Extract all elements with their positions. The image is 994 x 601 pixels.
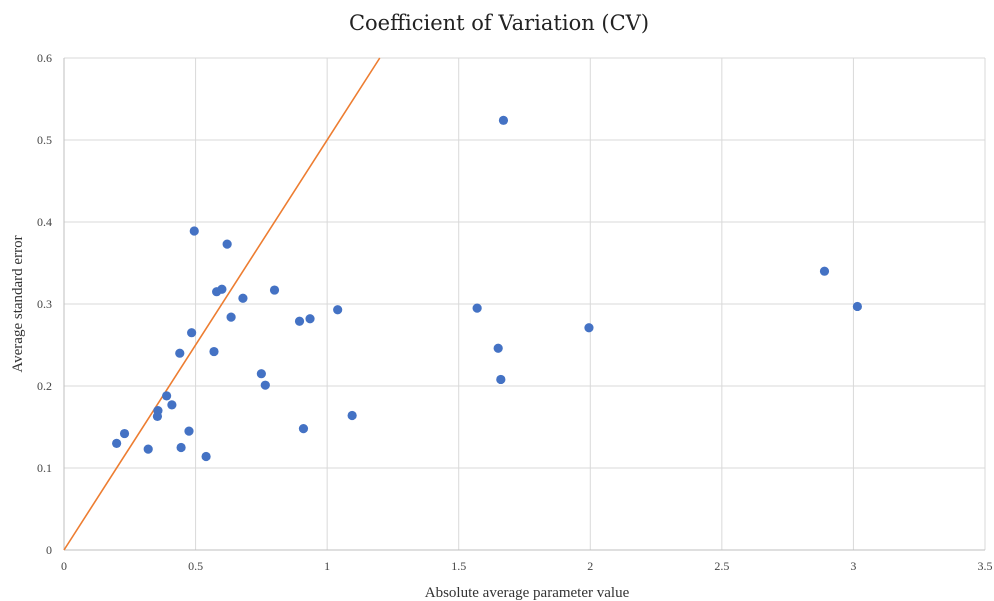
scatter-point xyxy=(256,369,266,379)
y-tick-label: 0.1 xyxy=(37,461,52,475)
scatter-point xyxy=(472,303,482,313)
scatter-point xyxy=(167,400,177,410)
scatter-point xyxy=(187,328,197,338)
scatter-point xyxy=(201,451,211,462)
y-tick-label: 0.4 xyxy=(37,215,52,229)
scatter-point xyxy=(119,428,130,439)
x-tick-label: 1.5 xyxy=(451,559,466,573)
y-tick-label: 0 xyxy=(46,543,52,557)
scatter-point xyxy=(493,343,503,353)
x-axis-ticks: 0 0.5 1 1.5 2 2.5 3 3.5 xyxy=(61,559,993,573)
x-tick-label: 0.5 xyxy=(188,559,203,573)
scatter-point xyxy=(189,226,199,236)
scatter-point xyxy=(819,266,830,276)
x-tick-label: 0 xyxy=(61,559,67,573)
scatter-point xyxy=(260,380,270,390)
reference-line xyxy=(63,57,381,551)
reference-line-layer xyxy=(63,57,381,551)
scatter-point xyxy=(305,314,315,324)
scatter-point xyxy=(209,346,219,357)
scatter-point xyxy=(112,438,122,448)
y-tick-label: 0.3 xyxy=(37,297,52,311)
axes xyxy=(63,58,985,551)
y-axis-ticks: 0 0.1 0.2 0.3 0.4 0.5 0.6 xyxy=(37,51,52,557)
y-tick-label: 0.6 xyxy=(37,51,52,65)
scatter-point xyxy=(143,444,153,454)
scatter-point xyxy=(184,426,194,436)
scatter-point xyxy=(584,323,594,333)
scatter-point xyxy=(162,391,172,401)
scatter-point xyxy=(176,442,186,453)
x-tick-label: 2 xyxy=(587,559,593,573)
scatter-point xyxy=(347,410,357,421)
x-tick-label: 1 xyxy=(324,559,330,573)
scatter-point xyxy=(852,301,862,312)
x-tick-label: 2.5 xyxy=(714,559,729,573)
data-points xyxy=(112,115,862,462)
gridlines xyxy=(64,57,986,550)
chart-title: Coefficient of Variation (CV) xyxy=(349,11,649,35)
scatter-point xyxy=(175,348,185,358)
scatter-point xyxy=(498,115,509,125)
scatter-point xyxy=(269,285,280,295)
scatter-point xyxy=(222,239,232,249)
x-tick-label: 3 xyxy=(850,559,856,573)
x-axis-label: Absolute average parameter value xyxy=(425,585,630,601)
scatter-point xyxy=(153,406,163,416)
scatter-point xyxy=(294,316,305,326)
y-axis-label: Average standard error xyxy=(10,235,26,372)
scatter-point xyxy=(226,312,236,322)
x-tick-label: 3.5 xyxy=(978,559,993,573)
y-tick-label: 0.5 xyxy=(37,133,52,147)
scatter-point xyxy=(496,374,506,385)
scatter-point xyxy=(238,293,248,303)
scatter-point xyxy=(298,424,309,434)
scatter-point xyxy=(217,284,227,294)
y-tick-label: 0.2 xyxy=(37,379,52,393)
scatter-point xyxy=(333,305,343,315)
